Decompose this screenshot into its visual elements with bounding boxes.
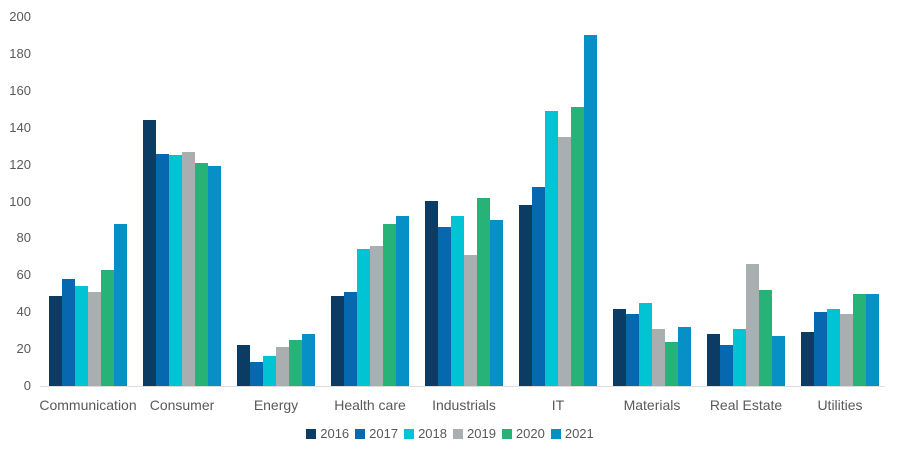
bar-2016-real-estate	[707, 334, 720, 386]
bar-2020-it	[571, 107, 584, 386]
bar-2018-industrials	[451, 216, 464, 386]
bar-2017-utilities	[814, 312, 827, 386]
bar-2021-it	[584, 35, 597, 386]
legend-item-2017: 2017	[355, 426, 398, 441]
y-tick-label-200: 200	[9, 9, 31, 24]
bar-2016-communication	[49, 296, 62, 386]
legend-swatch-2020	[501, 428, 512, 439]
bar-2018-it	[545, 111, 558, 386]
bar-2018-energy	[263, 356, 276, 386]
y-tick-label-160: 160	[9, 83, 31, 98]
bar-2017-health-care	[344, 292, 357, 386]
legend-label-2021: 2021	[564, 426, 594, 441]
legend-swatch-2018	[404, 428, 415, 439]
legend-label-2019: 2019	[467, 426, 496, 441]
y-tick-label-180: 180	[9, 46, 31, 61]
legend-label-2017: 2017	[369, 426, 399, 441]
legend-label-2018: 2018	[418, 426, 447, 441]
bar-2017-materials	[626, 314, 639, 386]
y-tick-label-60: 60	[16, 267, 31, 282]
bar-2018-health-care	[357, 249, 370, 386]
y-tick-label-80: 80	[16, 230, 31, 245]
bar-2020-communication	[101, 270, 114, 386]
bar-2019-it	[558, 137, 571, 386]
bar-2019-real-estate	[746, 264, 759, 386]
y-tick-label-40: 40	[16, 304, 31, 319]
bar-2020-energy	[289, 340, 302, 386]
x-axis-line	[40, 386, 885, 387]
bar-2019-materials	[652, 329, 665, 386]
legend-label-2016: 2016	[320, 426, 350, 441]
x-axis-label-energy: Energy	[253, 397, 299, 413]
bar-2021-industrials	[490, 220, 503, 386]
y-tick-label-140: 140	[9, 120, 31, 135]
bar-2021-communication	[114, 224, 127, 386]
bar-2018-real-estate	[733, 329, 746, 386]
bar-2017-consumer	[156, 154, 169, 386]
bar-2019-utilities	[840, 314, 853, 386]
bar-2017-real-estate	[720, 345, 733, 386]
x-axis-label-utilities: Utilities	[817, 397, 863, 413]
bar-2020-industrials	[477, 198, 490, 386]
legend-item-2016: 2016	[306, 426, 349, 441]
legend-item-2020: 2020	[501, 426, 545, 441]
legend-item-2018: 2018	[404, 426, 447, 441]
bar-2016-utilities	[801, 332, 814, 386]
bar-2021-utilities	[866, 294, 879, 386]
x-axis-label-communication: Communication	[39, 397, 137, 413]
y-tick-label-20: 20	[16, 341, 31, 356]
y-tick-label-120: 120	[9, 157, 31, 172]
x-axis-label-real-estate: Real Estate	[709, 397, 783, 413]
bar-2016-materials	[613, 309, 626, 386]
x-axis-label-it: IT	[551, 397, 565, 413]
bar-2016-industrials	[425, 201, 438, 386]
bar-2019-communication	[88, 292, 101, 386]
legend-item-2019: 2019	[453, 426, 496, 441]
bar-2019-health-care	[370, 246, 383, 386]
legend-swatch-2021	[550, 428, 561, 439]
y-tick-label-100: 100	[9, 194, 31, 209]
bar-2021-health-care	[396, 216, 409, 386]
x-axis-label-materials: Materials	[623, 397, 681, 413]
bar-2021-real-estate	[772, 336, 785, 386]
bar-2017-communication	[62, 279, 75, 386]
bar-2016-consumer	[143, 120, 156, 386]
bar-2021-consumer	[208, 166, 221, 386]
legend: 2016 2017 2018 2019 2020 2021	[0, 426, 900, 441]
x-axis-label-consumer: Consumer	[149, 397, 215, 413]
bar-2020-consumer	[195, 163, 208, 386]
legend-swatch-2019	[453, 428, 463, 439]
bar-2018-utilities	[827, 309, 840, 386]
legend-label-2020: 2020	[515, 426, 545, 441]
legend-swatch-2017	[355, 428, 366, 439]
bar-2018-consumer	[169, 155, 182, 386]
x-axis-label-industrials: Industrials	[432, 397, 496, 413]
bar-2019-consumer	[182, 152, 195, 386]
bar-2016-health-care	[331, 296, 344, 386]
bar-2021-energy	[302, 334, 315, 386]
bar-2018-materials	[639, 303, 652, 386]
x-axis-label-health-care: Health care	[334, 397, 406, 413]
bar-2020-utilities	[853, 294, 866, 386]
bar-2020-health-care	[383, 224, 396, 386]
bar-2020-real-estate	[759, 290, 772, 386]
bar-2021-materials	[678, 327, 691, 386]
bar-2018-communication	[75, 286, 88, 386]
bar-2017-it	[532, 187, 545, 386]
bar-2020-materials	[665, 342, 678, 386]
bar-2016-it	[519, 205, 532, 386]
bar-2019-industrials	[464, 255, 477, 386]
legend-item-2021: 2021	[550, 426, 594, 441]
bar-2017-energy	[250, 362, 263, 386]
y-tick-label-0: 0	[23, 378, 31, 393]
bar-2016-energy	[237, 345, 250, 386]
legend-swatch-2016	[306, 428, 317, 439]
bar-2019-energy	[276, 347, 289, 386]
bar-2017-industrials	[438, 227, 451, 386]
